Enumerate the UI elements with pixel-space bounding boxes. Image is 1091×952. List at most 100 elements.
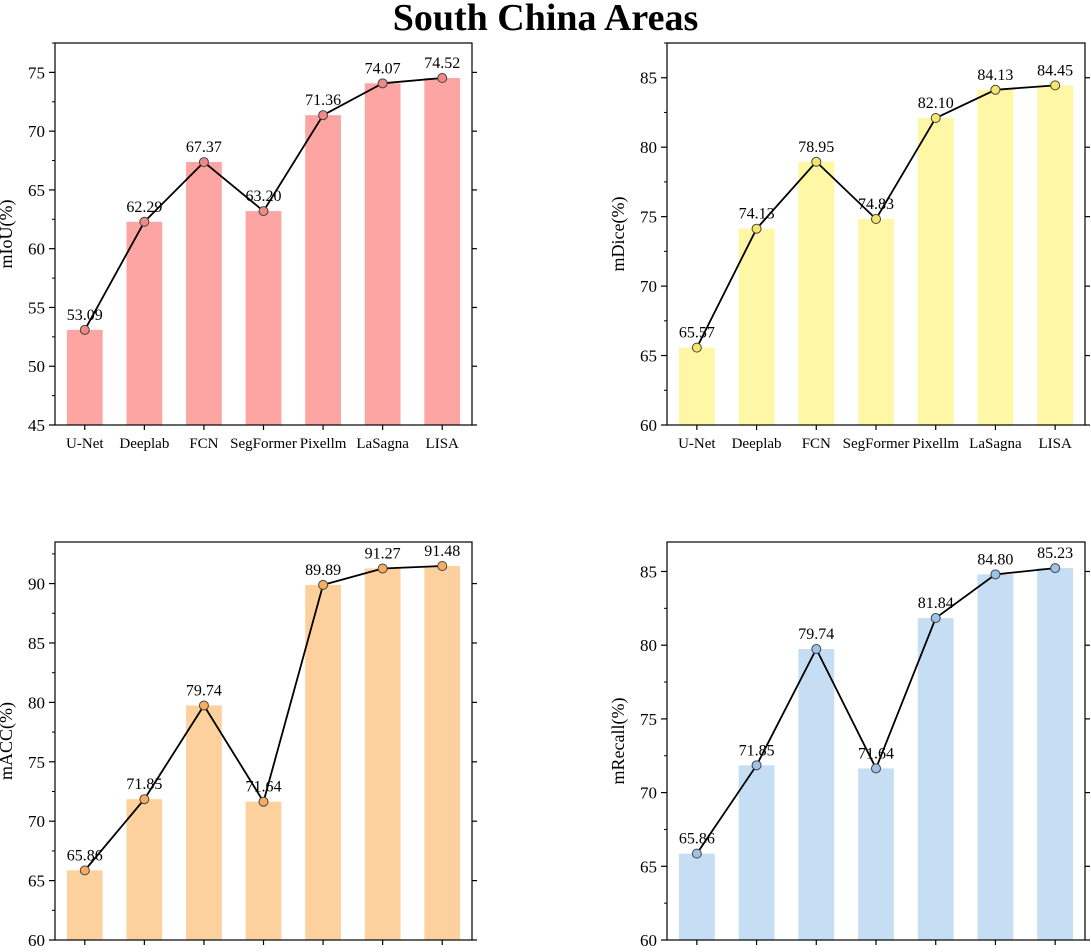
data-label-macc-5: 91.27 — [365, 545, 401, 562]
bar-miou-3 — [245, 211, 282, 425]
data-label-mrecall-6: 85.23 — [1037, 545, 1073, 562]
data-label-mdice-0: 65.57 — [679, 325, 715, 342]
chart-mrecall: 606570758085U-NetDeeplabFCNSegFormerPixe… — [608, 541, 1090, 952]
point-mrecall-2 — [811, 644, 822, 655]
xtick-label-miou-1: Deeplab — [119, 436, 169, 452]
y-axis-label-miou: mIoU(%) — [0, 200, 17, 269]
xtick-label-miou-2: FCN — [189, 436, 218, 452]
bar-miou-5 — [364, 83, 401, 426]
data-label-miou-1: 62.29 — [126, 199, 162, 216]
chart-miou: 45 50 55 60 65 70 75 U-Net Deeplab FCN SegFormer Pi… — [0, 42, 477, 452]
data-label-miou-6: 74.52 — [424, 55, 460, 72]
point-macc-1 — [139, 794, 150, 805]
data-label-mdice-5: 84.13 — [977, 67, 1013, 84]
ytick-label-miou-1: 50 — [28, 357, 45, 376]
bar-mrecall-0 — [678, 853, 715, 940]
ytick-label-macc-4: 80 — [28, 693, 45, 712]
data-label-mdice-4: 82.10 — [918, 95, 954, 112]
xtick-label-miou-6: LISA — [426, 436, 460, 452]
ytick-label-mdice-3: 75 — [640, 208, 657, 227]
data-label-macc-4: 89.89 — [305, 562, 341, 579]
xtick-label-mdice-2: FCN — [802, 436, 831, 452]
point-miou-2 — [198, 157, 209, 168]
ytick-label-macc-0: 60 — [28, 931, 45, 950]
bar-miou-6 — [424, 78, 461, 425]
bar-macc-4 — [305, 584, 341, 940]
ytick-label-mrecall-1: 65 — [640, 857, 657, 876]
ytick-label-macc-6: 90 — [28, 575, 45, 594]
point-miou-4 — [318, 110, 329, 121]
data-label-mdice-6: 84.45 — [1037, 62, 1073, 79]
point-macc-4 — [318, 579, 329, 590]
data-label-miou-2: 67.37 — [186, 139, 222, 156]
data-label-macc-1: 71.85 — [126, 776, 162, 793]
ytick-label-mdice-5: 85 — [640, 69, 657, 88]
ytick-label-mrecall-0: 60 — [640, 931, 657, 950]
ytick-label-macc-3: 75 — [28, 753, 45, 772]
ytick-label-mrecall-4: 80 — [640, 636, 657, 655]
ytick-label-mrecall-5: 85 — [640, 562, 657, 581]
data-label-miou-4: 71.36 — [305, 92, 341, 109]
xtick-label-miou-5: LaSagna — [356, 436, 409, 452]
bar-mrecall-3 — [858, 768, 894, 940]
ytick-label-macc-2: 70 — [28, 812, 45, 831]
bar-macc-3 — [245, 801, 282, 940]
bar-mrecall-4 — [917, 618, 954, 940]
ytick-label-mrecall-2: 70 — [640, 784, 657, 803]
point-mdice-0 — [691, 342, 702, 353]
ytick-label-mdice-4: 80 — [640, 138, 657, 157]
point-macc-6 — [437, 560, 448, 571]
point-macc-5 — [377, 563, 388, 574]
xtick-label-mdice-1: Deeplab — [732, 436, 782, 452]
point-macc-3 — [258, 796, 269, 807]
point-mdice-2 — [811, 156, 822, 167]
point-macc-2 — [198, 700, 209, 711]
bar-mrecall-5 — [977, 574, 1014, 940]
ytick-label-miou-3: 60 — [28, 240, 45, 259]
y-axis-label-macc: mACC(%) — [0, 702, 17, 780]
point-miou-3 — [258, 206, 269, 217]
data-label-mrecall-4: 81.84 — [918, 595, 954, 612]
xtick-label-mdice-3: SegFormer — [843, 436, 910, 452]
data-label-mdice-1: 74.13 — [739, 206, 775, 223]
xtick-label-mdice-0: U-Net — [678, 436, 716, 452]
ytick-label-macc-5: 85 — [28, 634, 45, 653]
bar-mdice-1 — [738, 228, 775, 425]
data-label-mrecall-5: 84.80 — [977, 551, 1013, 568]
bar-mdice-6 — [1037, 85, 1074, 425]
ytick-label-mdice-1: 65 — [640, 347, 657, 366]
data-label-macc-6: 91.48 — [424, 543, 460, 560]
bar-macc-0 — [66, 870, 103, 940]
bar-miou-0 — [66, 329, 103, 425]
bar-mdice-5 — [977, 89, 1014, 425]
bar-miou-1 — [126, 221, 163, 425]
ytick-label-mdice-2: 70 — [640, 277, 657, 296]
point-mrecall-5 — [990, 569, 1001, 580]
point-miou-6 — [437, 73, 448, 84]
point-mrecall-4 — [930, 613, 941, 624]
data-label-miou-5: 74.07 — [365, 60, 401, 77]
point-mdice-5 — [990, 84, 1001, 95]
point-mdice-4 — [930, 113, 941, 124]
bar-mdice-3 — [858, 218, 894, 425]
point-mdice-6 — [1050, 80, 1061, 91]
bar-macc-5 — [364, 568, 401, 940]
bar-macc-6 — [424, 565, 461, 940]
chart-macc: 60657075808590U-NetDeeplabFCNSegFormerPi… — [0, 541, 477, 952]
y-axis-label-mdice: mDice(%) — [608, 197, 629, 272]
bar-mrecall-6 — [1037, 568, 1074, 940]
data-label-macc-2: 79.74 — [186, 682, 222, 699]
data-label-mrecall-2: 79.74 — [798, 626, 834, 643]
point-miou-0 — [79, 324, 90, 335]
data-label-mdice-3: 74.83 — [858, 196, 894, 213]
data-label-mrecall-0: 65.86 — [679, 831, 715, 848]
chart-mdice: 60 65 70 75 80 85 U-Net Deeplab FCN SegFormer Pixe… — [608, 42, 1090, 452]
data-label-macc-0: 65.86 — [67, 847, 103, 864]
bar-mrecall-1 — [738, 765, 775, 940]
point-mrecall-0 — [691, 848, 702, 859]
bar-mdice-4 — [917, 118, 954, 425]
point-miou-5 — [377, 78, 388, 89]
ytick-label-miou-4: 65 — [28, 181, 45, 200]
bar-mdice-2 — [798, 161, 835, 425]
